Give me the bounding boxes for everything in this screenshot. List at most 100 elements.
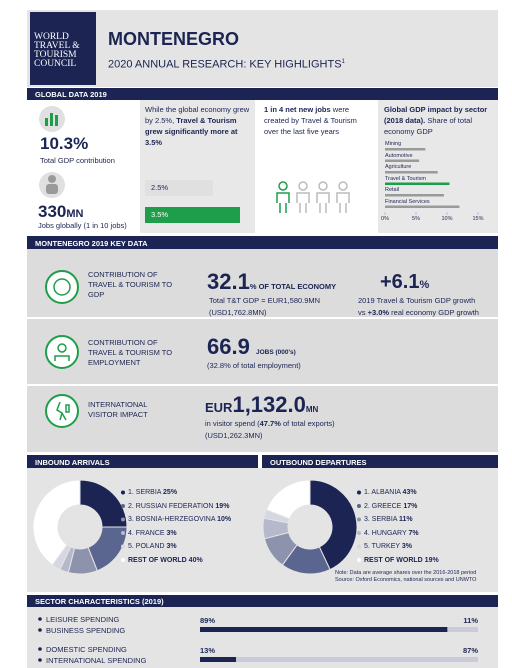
legend-value: 25% [163,489,178,496]
section-title: SECTOR CHARACTERISTICS (2019) [35,597,164,606]
legend-entry: REST OF WORLD 40% [128,555,203,566]
kpi-value: 66.9 [207,334,250,359]
category-label: Travel & Tourism [385,175,426,182]
sector-label: DOMESTIC SPENDING [46,645,127,654]
stat-value: 330 [38,202,67,221]
logo-line: TRAVEL & [34,41,80,51]
bar [385,194,444,197]
text-part: real economy GDP growth [389,308,479,317]
legend-name: 5. TURKEY [364,543,400,550]
category-label: Retail [385,187,400,193]
icon [57,343,67,353]
legend-value: 19% [215,502,230,510]
legend-name: REST OF WORLD [128,556,187,564]
stat-unit: MN [66,208,84,220]
tick-label: 0% [381,216,389,222]
legend-name: 4. HUNGARY [364,529,407,537]
subtitle: 2020 ANNUAL RESEARCH: KEY HIGHLIGHTS1 [108,55,345,72]
bar [236,657,478,662]
kpi-unit: % OF TOTAL ECONOMY [249,282,337,291]
legend-swatch [357,517,361,522]
bar-label: 2.5% [151,183,169,192]
category-label: Automotive [385,152,413,159]
section-title: OUTBOUND DEPARTURES [270,458,367,467]
legend-value: 10% [217,516,232,523]
kpi: 66.9 JOBS (000's) [207,335,296,365]
value-label: 13% [200,646,216,655]
legend-value: 17% [403,502,418,510]
legend-entry: 3. SERBIA 11% [364,514,413,525]
text: While the global economy grew by 2.5%, T… [145,104,250,148]
icon [46,184,58,194]
kpi: +6.1% [380,270,429,297]
kpi-unit: EUR [205,400,233,415]
stat: 330MN [38,202,83,224]
logo: WORLD TRAVEL & TOURISM COUNCIL [34,32,80,69]
kpi-value: 1,132.0 [232,392,306,417]
legend-entry: REST OF WORLD 19% [364,555,439,566]
bullet [38,647,42,651]
sector-label: LEISURE SPENDING [46,615,120,624]
text-part: in visitor spend ( [205,419,260,428]
bar [385,182,450,185]
text-bold: 1 in 4 net new jobs [264,105,331,114]
bar [145,207,240,223]
text: 1 in 4 net new jobs were created by Trav… [264,104,372,137]
icon [45,394,79,428]
kpi-label: CONTRIBUTION OF TRAVEL & TOURISM TO EMPL… [88,338,173,367]
logo-line: COUNCIL [34,59,77,69]
kpi-detail: Total T&T GDP = EUR1,580.9MN [209,296,321,305]
legend-swatch [121,558,125,562]
kpi-label: INTERNATIONAL VISITOR IMPACT [88,400,148,419]
stat: 10.3% [40,134,89,153]
legend-entry: 2. GREECE 17% [364,501,417,512]
text-part: While the global economy grew by 2.5%, [145,105,250,125]
kpi-unit: JOBS (000's) [255,349,296,356]
legend-swatch [357,558,361,562]
legend-swatch [357,504,361,508]
text: Global GDP impact by sector (2018 data).… [384,104,494,137]
legend-name: 1. SERBIA [128,489,162,496]
section-bar [262,455,498,468]
bar [200,657,237,662]
section-bar [27,236,498,249]
panel [378,100,498,233]
kpi-detail: (USD1,762.8MN) [209,308,267,317]
bar [200,627,448,632]
bar [385,159,420,162]
kpi-value: +6.1 [380,271,420,293]
bar [447,627,478,632]
value-label: 87% [462,646,478,655]
legend-name: 5. POLAND [128,543,165,550]
text-bold: Travel & Tourism grew significantly more… [145,116,238,147]
section-bar [27,595,498,607]
donut-slice [265,479,311,520]
subtitle-text: 2020 ANNUAL RESEARCH: KEY HIGHLIGHTS [108,58,342,71]
text-bold: 47.7% [259,419,281,428]
icon [50,113,53,126]
section-bar [27,455,258,468]
legend-name: 1. ALBANIA [364,489,401,496]
people-icon [276,181,350,213]
kpi-unit: % [419,279,430,291]
kpi-detail: (32.8% of total employment) [207,361,301,370]
kpi-detail: 2019 Travel & Tourism GDP growth [358,296,476,305]
donut-slice [32,479,81,566]
kpi: EUR1,132.0MN [205,393,318,422]
tick-label: 15% [472,216,484,222]
category-label: Financial Services [385,198,430,205]
section-title: GLOBAL DATA 2019 [35,90,107,99]
legend-swatch [121,531,125,535]
legend-swatch [357,490,361,495]
bullet [38,628,42,632]
logo-line: TOURISM [34,50,77,60]
legend-entry: 1. SERBIA 25% [128,487,177,498]
legend-swatch [121,544,125,549]
value-label: 89% [200,616,216,625]
icon [56,401,70,421]
kpi: 32.1% OF TOTAL ECONOMY [207,270,336,299]
bar [145,180,213,196]
legend-value: 40% [188,556,203,564]
legend-entry: 5. POLAND 3% [128,541,177,552]
legend-value: 3% [166,529,177,537]
